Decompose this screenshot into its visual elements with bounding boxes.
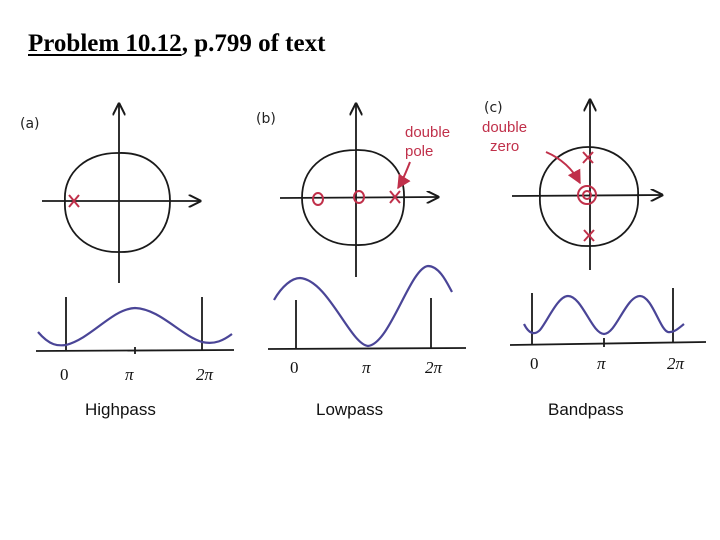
- panel-c-annotation-arrow: [545, 151, 581, 185]
- title-main: Problem 10.12: [28, 30, 182, 57]
- panel-b-freq-axis: [267, 347, 467, 350]
- panel-b-annotation: double pole: [405, 124, 454, 160]
- page-title: Problem 10.12, p.799 of text: [28, 30, 325, 58]
- panel-a-tick-label-pi: π: [125, 365, 134, 384]
- panel-b-tick-label-0: 0: [290, 358, 299, 377]
- panel-c-pole-marker-bottom: [583, 229, 595, 242]
- panel-c-label: (c): [484, 100, 503, 116]
- panel-c-response-plot: [509, 288, 707, 347]
- panel-c-tick-label-2pi: 2π: [667, 354, 685, 373]
- panel-a-pole-marker: [68, 194, 80, 208]
- panel-a-caption: Highpass: [85, 400, 156, 419]
- panel-b-tick-label-2pi: 2π: [425, 358, 443, 377]
- panel-b-tick-label-pi: π: [362, 358, 371, 377]
- panel-b-label: (b): [256, 111, 276, 127]
- panel-c-tick-label-pi: π: [597, 354, 606, 373]
- panel-c-annotation: double zero: [482, 119, 531, 155]
- panel-b-double-pole-marker: [389, 190, 401, 204]
- panel-c-freq-axis: [509, 341, 707, 346]
- panel-c-unit-circle: [539, 146, 639, 247]
- panel-a-label: (a): [20, 116, 40, 132]
- panel-c-z-plane: [511, 100, 662, 270]
- panel-b-real-axis: [279, 197, 438, 198]
- title-rest: , p.799 of text: [181, 30, 326, 57]
- panel-b-response-plot: [267, 298, 467, 350]
- panel-a-tick-label-2pi: 2π: [196, 365, 214, 384]
- panel-c-tick-label-0: 0: [530, 354, 539, 373]
- panel-c-magnitude-curve: [523, 294, 685, 336]
- panel-c-pole-marker-top: [582, 151, 594, 164]
- panel-b-zero-marker-1: [312, 192, 324, 206]
- panel-a: (a) 0 π 2π Highpass: [20, 104, 235, 419]
- panel-c-real-axis: [511, 195, 662, 196]
- panel-c-caption: Bandpass: [548, 400, 624, 419]
- panel-c-double-zero-marker: [577, 185, 597, 205]
- panel-b: (b) double pole 0 π 2π Lowpas: [256, 104, 467, 419]
- panel-b-magnitude-curve: [273, 264, 453, 348]
- panel-a-unit-circle: [64, 152, 171, 253]
- panel-a-z-plane: [42, 104, 200, 283]
- panel-b-annotation-arrow: [397, 161, 411, 190]
- panel-a-magnitude-curve: [37, 306, 233, 347]
- panel-b-zero-marker-2: [353, 190, 365, 204]
- panel-b-caption: Lowpass: [316, 400, 383, 419]
- panel-c: (c) double zero: [482, 100, 707, 419]
- panel-a-tick-label-0: 0: [60, 365, 69, 384]
